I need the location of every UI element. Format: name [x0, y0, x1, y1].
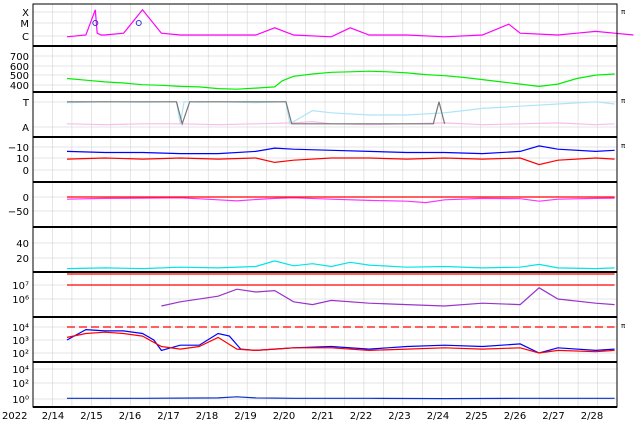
x-tick-label: 2/15	[80, 411, 102, 422]
y-tick-label: 10⁶	[12, 295, 29, 306]
imf-bt-bz-series-line	[66, 157, 615, 166]
flare-marker	[135, 20, 142, 26]
y-tick-label: 600	[10, 62, 29, 73]
y-tick-label: 20	[16, 254, 29, 265]
plot-frame	[32, 3, 618, 408]
polarity-series-line	[67, 101, 446, 126]
y-tick-label: 400	[10, 81, 29, 92]
x-year-label: 2022	[2, 411, 27, 422]
y-tick-label: 10⁷	[12, 281, 29, 292]
x-tick-label: 2/16	[119, 411, 141, 422]
y-tick-label: 500	[10, 71, 29, 82]
y-tick-label: 10	[16, 154, 29, 165]
y-tick-label: M	[20, 19, 29, 30]
y-tick-label: 0	[23, 166, 29, 177]
y-tick-label: 10²	[12, 379, 29, 390]
y-tick-label: T	[22, 98, 30, 109]
x-tick-label: 2/27	[542, 411, 564, 422]
y-tick-label: −10	[8, 143, 29, 154]
panel-flag: π	[621, 322, 626, 330]
imf-bt-bz-series-line	[66, 145, 615, 155]
y-tick-label: C	[22, 32, 29, 43]
x-tick-label: 2/14	[42, 411, 64, 422]
y-tick-label: A	[22, 123, 29, 134]
polarity-series-line	[66, 101, 615, 125]
dst-series-line	[66, 197, 615, 204]
y-tick-label: 10⁴	[12, 365, 29, 376]
flare-marker	[92, 20, 99, 26]
y-tick-label: 0	[23, 193, 29, 204]
x-tick-label: 2/22	[350, 411, 372, 422]
panel-flag: π	[621, 142, 626, 150]
x-tick-label: 2/18	[196, 411, 218, 422]
panel-frames	[32, 3, 618, 408]
y-tick-label: 40	[16, 239, 29, 250]
x-tick-label: 2/19	[234, 411, 256, 422]
electron-flux-series-line	[66, 328, 615, 354]
electron-flux-series-line	[66, 331, 615, 354]
x-tick-label: 2/26	[504, 411, 526, 422]
xray-class-series-line	[66, 8, 634, 38]
panel-flag: π	[621, 8, 626, 16]
kp-like-series-line	[66, 260, 615, 270]
x-tick-label: 2/20	[273, 411, 295, 422]
grid-lines	[32, 4, 618, 407]
x-tick-label: 2/25	[465, 411, 487, 422]
y-tick-label: 10²	[12, 349, 29, 360]
y-tick-label: 10⁰	[12, 395, 29, 406]
solar-wind-speed-series-line	[66, 70, 615, 90]
proton-flux-series-line	[161, 287, 615, 307]
y-tick-label: 10⁴	[12, 323, 29, 334]
x-tick-label: 2/21	[311, 411, 333, 422]
x-tick-label: 2/24	[427, 411, 449, 422]
panel-flag: π	[621, 97, 626, 105]
x-tick-label: 2/17	[157, 411, 179, 422]
y-tick-label: 700	[10, 52, 29, 63]
x-tick-label: 2/28	[581, 411, 603, 422]
x-tick-label: 2/23	[388, 411, 410, 422]
y-tick-label: X	[22, 8, 29, 19]
y-tick-label: −50	[8, 207, 29, 218]
y-tick-label: 10³	[12, 336, 29, 347]
series-layer	[66, 8, 634, 400]
low-energy-series-line	[67, 396, 615, 400]
